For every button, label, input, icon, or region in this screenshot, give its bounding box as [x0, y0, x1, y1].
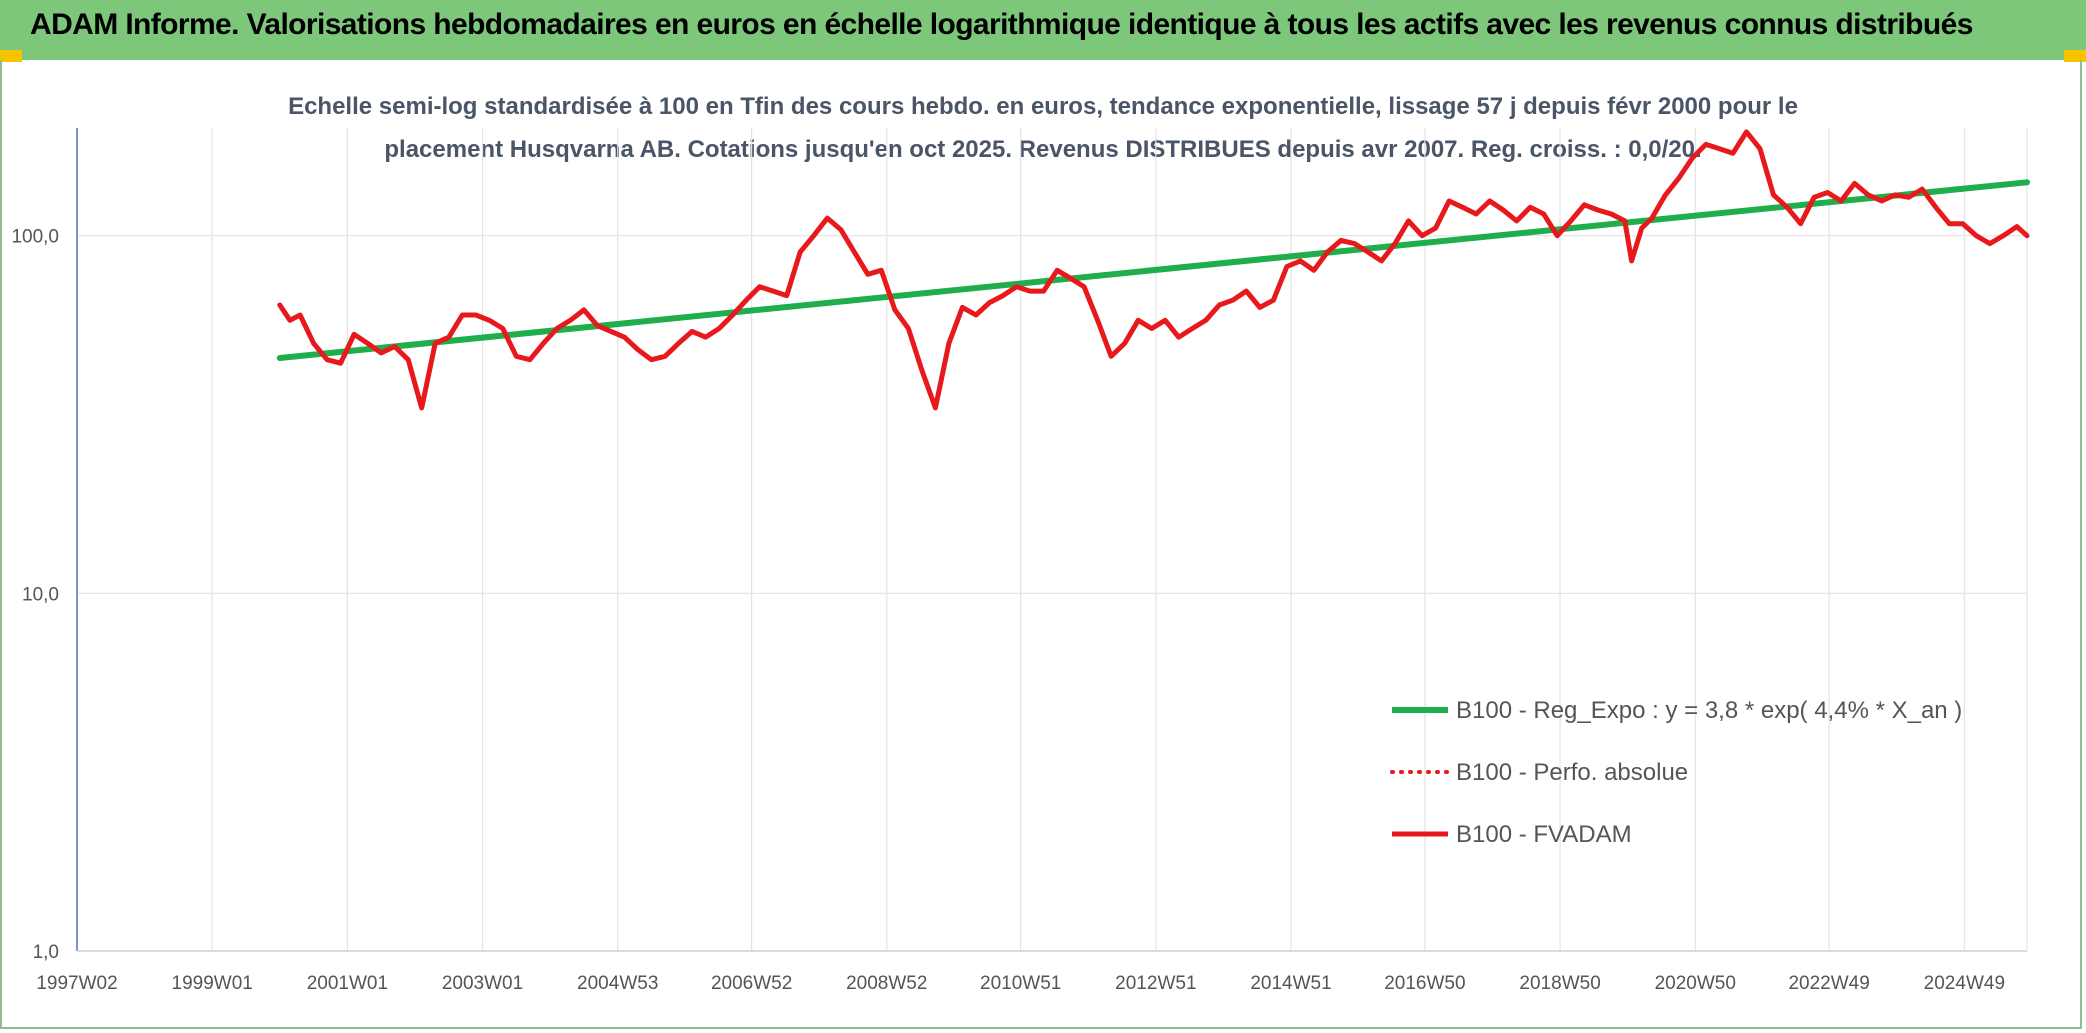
- legend-entry: B100 - Reg_Expo : y = 3,8 * exp( 4,4% * …: [1456, 697, 1962, 724]
- x-tick-label: 2020W50: [1655, 973, 1736, 994]
- x-tick-label: 1997W02: [36, 973, 117, 994]
- trend-line: [276, 179, 2030, 361]
- x-tick-label: 2010W51: [980, 973, 1061, 994]
- series-layer: [276, 129, 2030, 411]
- grid: [77, 128, 2028, 951]
- tick-labels: 1997W02 1999W01 2001W01 2003W01 2004W53 2006W…: [11, 227, 2005, 994]
- y-tick-label: 100,0: [11, 227, 59, 248]
- fvadam-line: [277, 129, 2030, 411]
- legend-entry: B100 - Perfo. absolue: [1456, 759, 1688, 786]
- report-header: ADAM Informe. Valorisations hebdomadaire…: [0, 0, 2086, 60]
- x-tick-label: 2012W51: [1115, 973, 1196, 994]
- x-tick-label: 1999W01: [172, 973, 253, 994]
- x-tick-label: 2008W52: [846, 973, 927, 994]
- legend-entry: B100 - FVADAM: [1456, 821, 1632, 848]
- x-tick-label: 2018W50: [1519, 973, 1600, 994]
- chart-title-line-1: Echelle semi-log standardisée à 100 en T…: [288, 93, 1798, 120]
- chart-title-line-2: placement Husqvarna AB. Cotations jusqu'…: [384, 136, 1701, 163]
- chart-frame: [0, 60, 2082, 1029]
- legend: B100 - Reg_Expo : y = 3,8 * exp( 4,4% * …: [1390, 697, 1962, 848]
- x-tick-label: 2016W50: [1384, 973, 1465, 994]
- report-title: ADAM Informe. Valorisations hebdomadaire…: [30, 8, 1973, 41]
- x-tick-label: 2004W53: [577, 973, 658, 994]
- x-tick-label: 2022W49: [1788, 973, 1869, 994]
- x-tick-label: 2024W49: [1924, 973, 2005, 994]
- corner-marker-right: [2064, 50, 2086, 62]
- x-tick-label: 2006W52: [711, 973, 792, 994]
- corner-marker-left: [0, 50, 22, 62]
- x-tick-label: 2001W01: [307, 973, 388, 994]
- axes: [76, 128, 2027, 952]
- x-tick-label: 2014W51: [1250, 973, 1331, 994]
- y-tick-label: 10,0: [22, 584, 59, 605]
- y-tick-label: 1,0: [33, 942, 59, 963]
- x-tick-label: 2003W01: [442, 973, 523, 994]
